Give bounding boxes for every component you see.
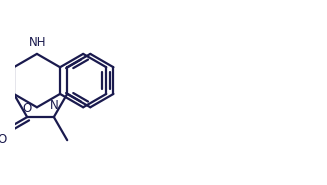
Text: NH: NH	[29, 36, 47, 49]
Text: O: O	[22, 102, 31, 115]
Text: N: N	[49, 99, 58, 112]
Text: O: O	[0, 133, 7, 146]
